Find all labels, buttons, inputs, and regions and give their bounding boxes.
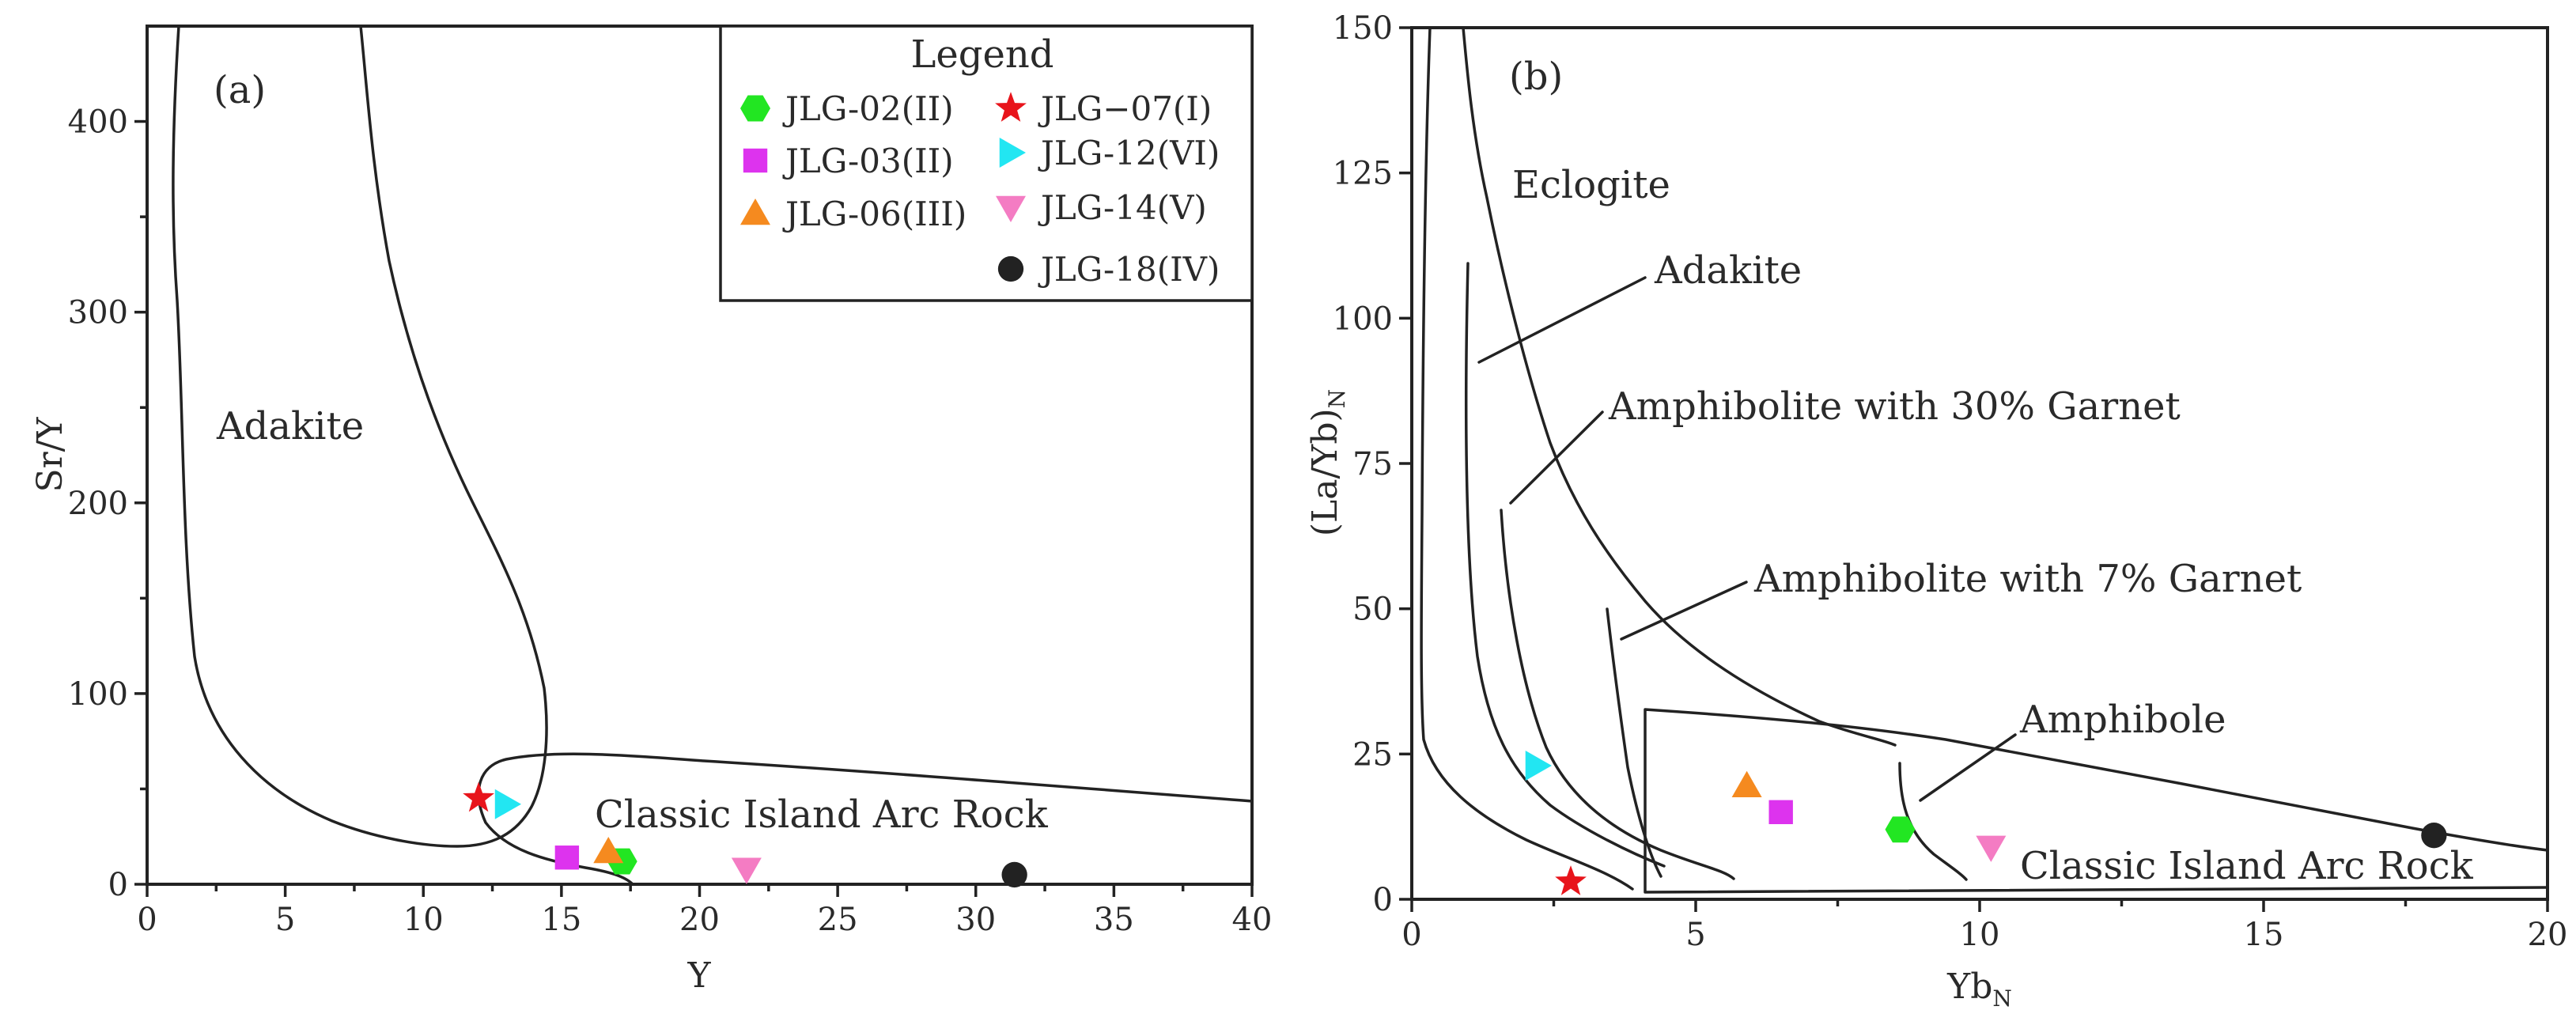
panel-a-label: (a) [214, 68, 266, 112]
legend-entries: JLG-02(II) JLG-03(II) JLG-06(III) JLG−07(I)… [740, 89, 1220, 289]
legend-marker-jlg-18-iv- [997, 255, 1024, 282]
panel-b-adakite-label: Adakite [1654, 248, 1802, 293]
panel-a-y-tick-label: 400 [68, 104, 128, 141]
panel-a-x-tick-label: 15 [541, 902, 581, 938]
panel-a-x-tick-label: 25 [818, 902, 858, 938]
panel-a-point-jlg-18-iv- [1001, 861, 1027, 888]
panel-b-point-jlg-14-v- [1976, 835, 2007, 862]
panel-a-adakite-field [172, 25, 548, 848]
panel-a-point-jlg-03-ii- [554, 846, 580, 870]
panel-b-point-jlg-03-ii- [1768, 800, 1793, 824]
panel-a-y-tick-label: 200 [68, 486, 128, 522]
panel-a-x-tick-label: 10 [403, 902, 444, 938]
panel-b-y-tick-label: 100 [1333, 301, 1393, 337]
legend-marker-jlg-12-vi- [999, 138, 1026, 168]
legend-marker-jlg-02-ii- [740, 95, 770, 122]
panel-b-arc-label: Classic Island Arc Rock [2020, 844, 2474, 888]
panel-b-amphibole-leader [1919, 733, 2017, 802]
panel-a-point-jlg-06-iii- [593, 837, 624, 864]
panel-a-y-title: Sr/Y [30, 417, 70, 493]
panel-a-x-tick-label: 40 [1232, 902, 1273, 938]
legend-marker-jlg-03-ii- [743, 148, 768, 173]
panel-b-adakite-curve [1462, 26, 1897, 747]
panel-b-x-title: YbN [1946, 967, 2012, 1012]
panel-a-arc-label: Classic Island Arc Rock [595, 793, 1049, 837]
panel-b-eclogite-label: Eclogite [1512, 163, 1670, 207]
panel-b-x-tick-label: 10 [1960, 917, 2000, 953]
panel-b-x-title-sub: N [1992, 985, 2012, 1012]
panel-b-x-tick-label: 0 [1401, 917, 1421, 953]
panel-a-y-tick-label: 0 [108, 867, 128, 903]
panel-a-point-jlg-07-i- [463, 781, 494, 812]
panel-b-arc-field [1644, 708, 2549, 894]
panel-b-frame [1410, 26, 2549, 901]
panel-b-adakite-leader [1477, 276, 1647, 364]
legend-marker-jlg-14-v- [996, 195, 1026, 222]
legend-marker-jlg-06-iii- [740, 199, 770, 225]
panel-b-point-jlg-18-iv- [2421, 823, 2447, 849]
panel-a-x-tick-label: 35 [1094, 902, 1134, 938]
panel-b-x-tick-label: 5 [1685, 917, 1705, 953]
panel-a-y-tick-label: 300 [68, 295, 128, 331]
panel-b-y-tick-label: 50 [1352, 592, 1393, 628]
legend-box [719, 25, 1254, 302]
panel-a-x-tick-label: 30 [955, 902, 996, 938]
panel-b-points [1525, 751, 2447, 895]
panel-b-amph30-label: Amphibolite with 30% Garnet [1608, 384, 2181, 429]
panel-b-point-jlg-06-iii- [1731, 770, 1762, 797]
panel-b-y-tick-label: 150 [1333, 10, 1393, 47]
panel-b-tick-labels: 0 5 10 15 20 0 25 50 75 100 125 150 [1333, 10, 2568, 953]
panel-a-x-title: Y [687, 955, 711, 996]
panel-b-x-tick-label: 20 [2528, 917, 2568, 953]
legend-label-jlg-02-ii-: JLG-02(II) [782, 89, 954, 128]
legend: Legend JLG-02(II)JLG-03(II)JLG-06(III)JL… [719, 25, 1254, 302]
panel-a-adakite-label: Adakite [216, 404, 364, 448]
panel-b-amph30-leader [1509, 410, 1604, 505]
panel-b-amph30-curve [1465, 262, 1666, 868]
panel-a-point-jlg-14-v- [731, 857, 762, 884]
panel-b-y-title: (La/Yb)N [1305, 389, 1350, 536]
panel-b-amphibole-small-curve [1898, 762, 1968, 881]
panel-b-label: (b) [1509, 55, 1563, 99]
panel-b-ticks [1399, 26, 2549, 912]
panel-a-ticks [134, 119, 1254, 897]
panel-b: 0 5 10 15 20 0 25 50 75 100 125 150 (b) Eclogite Ad… [1305, 10, 2567, 1012]
panel-b-point-jlg-07-i- [1555, 865, 1587, 895]
panel-b-y-title-sub: N [1324, 389, 1350, 409]
panel-b-eclogite-field [1420, 26, 1634, 891]
legend-label-jlg-03-ii-: JLG-03(II) [782, 142, 954, 180]
panel-b-y-tick-label: 125 [1333, 156, 1393, 192]
panel-b-amph7-label: Amphibolite with 7% Garnet [1753, 557, 2302, 601]
panel-b-amphibole-label: Amphibole [2019, 698, 2226, 742]
panel-b-y-tick-label: 25 [1352, 736, 1393, 773]
panel-b-y-tick-label: 0 [1373, 882, 1393, 918]
panel-b-x-title-main: Yb [1946, 967, 1992, 1007]
panel-b-x-tick-label: 15 [2244, 917, 2284, 953]
panel-b-y-title-main: (La/Yb) [1305, 408, 1345, 536]
panel-b-y-tick-label: 75 [1352, 446, 1393, 482]
panel-a-x-tick-label: 0 [137, 902, 157, 938]
legend-label-jlg-12-vi-: JLG-12(VI) [1038, 134, 1220, 172]
panel-a-x-tick-label: 20 [679, 902, 720, 938]
panel-a-point-jlg-12-vi- [494, 789, 522, 819]
legend-label-jlg-18-iv-: JLG-18(IV) [1038, 250, 1220, 289]
legend-label-jlg-06-iii-: JLG-06(III) [782, 195, 966, 233]
panel-b-amphibole-curve [1606, 607, 1662, 878]
panel-a-points [463, 781, 1027, 888]
legend-label-jlg-14-v-: JLG-14(V) [1038, 188, 1207, 227]
panel-b-amph7-leader [1620, 581, 1748, 641]
legend-label-jlg-07-i-: JLG−07(I) [1038, 89, 1212, 128]
panel-a-x-tick-label: 5 [275, 902, 295, 938]
legend-title: Legend [910, 32, 1053, 77]
legend-marker-jlg-07-i- [995, 92, 1027, 122]
panel-b-point-jlg-12-vi- [1525, 751, 1552, 781]
panel-b-amph7-curve [1500, 509, 1735, 880]
panel-b-point-jlg-02-ii- [1885, 816, 1916, 843]
panel-a-y-tick-label: 100 [68, 676, 128, 713]
